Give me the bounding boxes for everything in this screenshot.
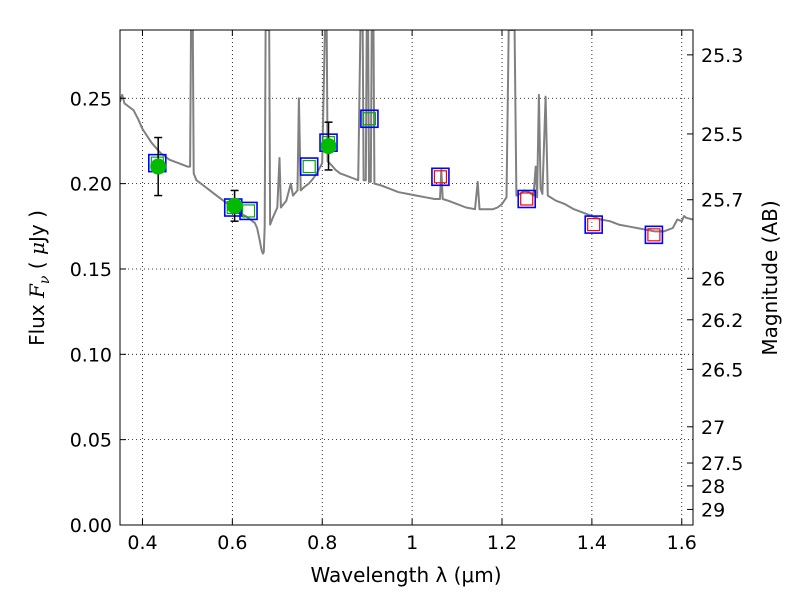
y2-tick-label: 28 [701,476,725,498]
plot-area [120,30,693,525]
y-tick-label: 0.15 [70,259,112,281]
model-point-inner [587,217,601,232]
model-point [584,215,603,234]
x-tick-label: 0.4 [127,532,157,554]
y2-tick-label: 25.5 [701,124,743,146]
y2-tick-label: 26.5 [701,359,743,381]
y-tick-label: 0.05 [70,430,112,452]
grid [120,30,693,526]
y2-tick-label: 25.7 [701,190,743,212]
y-axis-title: Flux Fν ( μJy ) [25,210,53,346]
observed-point [320,138,337,155]
y2-axis-title: Magnitude (AB) [758,200,782,355]
model-point [360,109,379,129]
model-point-inner [433,170,448,184]
observed-point [226,197,243,214]
y-tick-label: 0.25 [70,88,112,110]
model-point-inner [520,192,534,206]
y2-tick-label: 26.2 [701,310,743,332]
model-point-inner [302,159,316,174]
data-layer [120,30,693,255]
model-point [299,157,319,176]
x-tick-label: 0.6 [217,532,247,554]
y-tick-label: 0.00 [70,515,112,537]
y-tick-label: 0.10 [70,344,112,366]
y2-tick-label: 27 [701,417,725,439]
y2-tick-label: 25.3 [701,45,743,67]
y2-tick-label: 29 [701,499,725,521]
model-point-inner [241,204,256,218]
model-point-inner [362,112,377,126]
model-point [644,225,664,245]
x-tick-label: 0.8 [307,532,337,554]
model-point-inner [647,228,661,242]
x-tick-label: 1.4 [577,532,607,554]
model-point [431,167,450,187]
y2-tick-label: 26 [701,268,725,290]
x-tick-label: 1.2 [487,532,517,554]
ticks: 0.4 0.6 0.8 1 1.2 1.4 1.6 0.00 0.05 0.10 0.15 0.20 0… [70,30,743,554]
observed-point [150,158,167,175]
x-tick-label: 1 [406,532,418,554]
y-tick-label: 0.20 [70,174,112,196]
model-point [517,189,537,209]
x-tick-label: 1.6 [667,532,697,554]
y2-tick-label: 27.5 [701,453,743,475]
x-axis-title: Wavelength λ (μm) [310,563,501,587]
plot-frame [119,29,694,526]
sed-line [120,30,693,255]
